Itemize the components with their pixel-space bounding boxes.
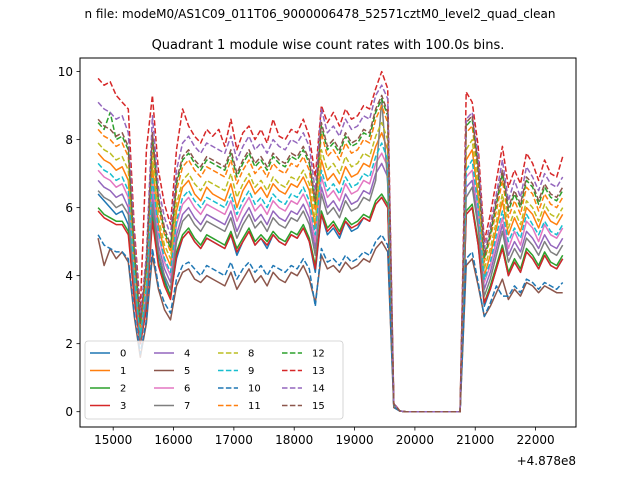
y-tick-label: 2 xyxy=(65,337,73,351)
legend-label-13: 13 xyxy=(312,366,325,377)
series-line-3 xyxy=(97,196,564,413)
plot-frame xyxy=(79,57,577,428)
series-line-4 xyxy=(97,162,564,413)
legend-label-12: 12 xyxy=(312,349,325,360)
x-offset-label: +4.878e8 xyxy=(517,454,576,468)
series-line-13 xyxy=(97,70,564,413)
legend-label-5: 5 xyxy=(184,366,190,377)
legend-label-6: 6 xyxy=(184,384,190,395)
legend-label-4: 4 xyxy=(184,349,190,360)
legend-box xyxy=(84,340,344,420)
series-line-9 xyxy=(97,142,564,413)
y-tick-label: 6 xyxy=(65,201,73,215)
legend-label-0: 0 xyxy=(120,349,126,360)
series-line-7 xyxy=(97,98,564,413)
chart-title: Quadrant 1 module wise count rates with … xyxy=(152,38,505,53)
legend-label-7: 7 xyxy=(184,401,190,412)
legend-label-11: 11 xyxy=(248,401,261,412)
figure-suptitle: n file: modeM0/AS1C09_011T06_9000006478_… xyxy=(85,7,556,21)
y-tick-label: 0 xyxy=(65,405,73,419)
x-axis: 15000 16000 17000 18000 19000 20000 21000 22000 xyxy=(94,427,555,447)
x-tick-label: 15000 xyxy=(94,433,132,447)
series-line-15 xyxy=(97,94,564,413)
y-tick-label: 4 xyxy=(65,269,73,283)
x-tick-label: 20000 xyxy=(396,433,434,447)
y-axis: 0 2 4 6 8 10 xyxy=(58,65,80,419)
series-layer xyxy=(97,70,564,413)
x-tick-label: 17000 xyxy=(215,433,253,447)
series-line-8 xyxy=(97,121,564,413)
legend-label-10: 10 xyxy=(248,384,261,395)
series-line-14 xyxy=(97,84,564,413)
y-tick-label: 10 xyxy=(58,65,73,79)
legend-label-15: 15 xyxy=(312,401,325,412)
y-tick-label: 8 xyxy=(65,133,73,147)
x-tick-label: 19000 xyxy=(335,433,373,447)
series-line-10 xyxy=(97,234,564,413)
legend-label-1: 1 xyxy=(120,366,126,377)
x-tick-label: 18000 xyxy=(275,433,313,447)
x-tick-label: 16000 xyxy=(154,433,192,447)
legend-label-2: 2 xyxy=(120,384,126,395)
legend-label-8: 8 xyxy=(248,349,254,360)
legend-label-14: 14 xyxy=(312,384,325,395)
x-tick-label: 22000 xyxy=(516,433,554,447)
legend-label-9: 9 xyxy=(248,366,254,377)
series-line-12 xyxy=(97,98,564,413)
legend-label-3: 3 xyxy=(120,401,126,412)
x-tick-label: 21000 xyxy=(456,433,494,447)
